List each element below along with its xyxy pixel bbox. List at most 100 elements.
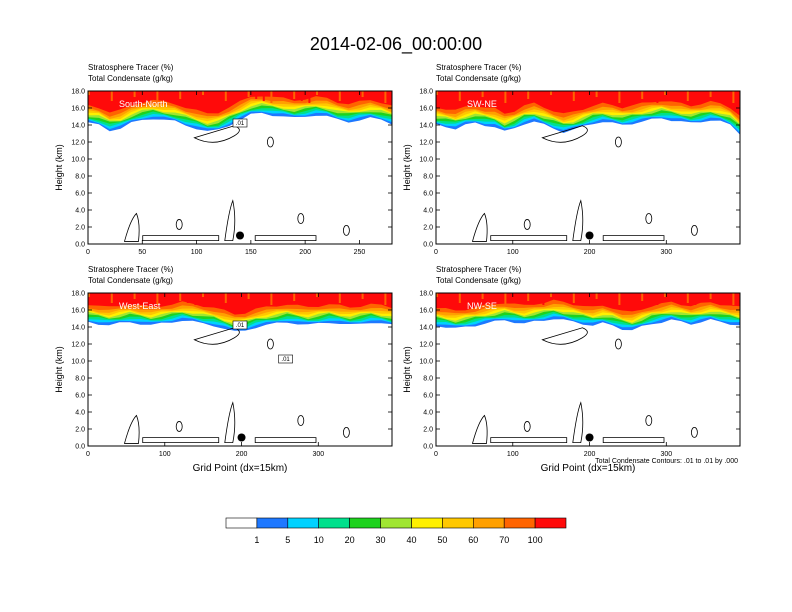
tracer-streak (732, 91, 735, 103)
condensate-contour (471, 414, 488, 444)
y-tick-label: 12.0 (419, 140, 433, 147)
contour-footnote: Total Condensate Contours: .01 to .01 by… (595, 458, 738, 465)
tracer-streak (686, 91, 689, 101)
tracer-streak (262, 91, 265, 101)
contour-label-box (232, 320, 248, 330)
tracer-streak (217, 293, 220, 301)
contour-label: .01 (236, 323, 245, 329)
tracer-streak (126, 293, 128, 297)
y-tick-label: 0.0 (75, 242, 85, 249)
x-tick-label: 150 (245, 249, 257, 256)
condensate-contour (490, 437, 568, 443)
tracer-streak (588, 293, 590, 297)
tracer-streak (534, 293, 537, 303)
y-tick-label: 2.0 (75, 427, 85, 434)
tracer-streak (580, 91, 583, 103)
y-tick-label: 16.0 (71, 308, 85, 315)
colorbar-label: 5 (285, 535, 290, 545)
tracer-streak (308, 91, 311, 103)
tracer-streak (458, 293, 461, 303)
condensate-contour (297, 213, 305, 224)
condensate-contour (123, 212, 140, 242)
tracer-streak (156, 91, 159, 103)
tracer-streak (376, 293, 379, 303)
tracer-streak (323, 91, 326, 97)
tracer-streak (550, 91, 552, 95)
tracer-streak (346, 91, 349, 103)
x-tick-label: 100 (191, 249, 203, 256)
y-tick-label: 4.0 (75, 410, 85, 417)
tracer-streak (565, 293, 568, 301)
tracer-streak (247, 91, 250, 97)
colorbar-swatch (442, 517, 474, 529)
tracer-streak (278, 293, 280, 297)
condensate-contour (615, 136, 622, 148)
tracer-streak (679, 293, 682, 301)
x-tick-label: 0 (434, 451, 438, 458)
x-tick-label: 250 (354, 249, 366, 256)
tracer-streak (103, 91, 106, 99)
x-axis-label: Grid Point (dx=15km) (541, 463, 636, 474)
tracer-streak (618, 293, 621, 305)
tracer-streak (527, 293, 530, 301)
tracer-streak (224, 91, 227, 101)
tracer-streak (504, 91, 507, 103)
y-tick-label: 16.0 (71, 106, 85, 113)
panel-header-line: Stratosphere Tracer (%) (88, 265, 174, 274)
panel-header-line: Total Condensate (g/kg) (88, 276, 173, 285)
y-tick-label: 2.0 (423, 225, 433, 232)
tracer-streak (595, 293, 598, 299)
condensate-contour (645, 213, 653, 224)
condensate-contour (297, 415, 305, 426)
tracer-streak (580, 293, 583, 305)
condensate-contour (254, 235, 317, 241)
condensate-contour (175, 219, 183, 230)
contour-label-box (232, 118, 248, 128)
tracer-streak (255, 293, 258, 301)
plot-frame (87, 90, 393, 245)
tracer-streak (588, 91, 590, 95)
panel-sw-ne: 0.0 2.0 4.0 6.0 8.0 10.0 12.0 14.0 16.0 18.0 0 100 2… (402, 63, 741, 256)
y-tick-label: 2.0 (423, 427, 433, 434)
colorbar-label: 50 (437, 535, 447, 545)
tracer-streak (565, 91, 568, 99)
tracer-streak (610, 293, 613, 303)
tracer-streak (384, 293, 387, 305)
tracer-streak (179, 293, 182, 301)
plot-area (436, 293, 740, 444)
tracer-streak (633, 293, 636, 299)
y-tick-label: 10.0 (419, 157, 433, 164)
tracer-streak (694, 293, 697, 305)
tracer-streak (247, 293, 250, 299)
tracer-streak (466, 91, 469, 103)
y-tick-label: 8.0 (75, 174, 85, 181)
y-axis-label: Height (km) (54, 144, 64, 191)
plot-area (436, 91, 740, 242)
tracer-streak (285, 293, 288, 299)
tracer-streak (209, 91, 212, 97)
condensate-contour (142, 437, 220, 443)
x-tick-label: 200 (299, 249, 311, 256)
tracer-streak (171, 91, 174, 97)
tracer-streak (179, 91, 182, 99)
colorbar-label: 40 (406, 535, 416, 545)
contour-label-box (278, 354, 293, 364)
y-tick-label: 16.0 (419, 308, 433, 315)
x-tick-label: 300 (660, 249, 672, 256)
tracer-streak (88, 91, 90, 95)
tracer-streak (724, 293, 727, 303)
tracer-streak (648, 293, 651, 303)
colorbar-label: 60 (468, 535, 478, 545)
tracer-streak (255, 91, 258, 99)
tracer-streak (610, 91, 613, 101)
y-tick-label: 18.0 (419, 291, 433, 298)
x-tick-label: 0 (86, 451, 90, 458)
colorbar-swatch (256, 517, 289, 529)
tracer-streak (194, 293, 197, 305)
tracer-streak (110, 91, 113, 101)
tracer-streak (436, 293, 438, 297)
colorbar-label: 30 (375, 535, 385, 545)
tracer-streak (376, 91, 379, 101)
tracer-streak (648, 91, 651, 101)
